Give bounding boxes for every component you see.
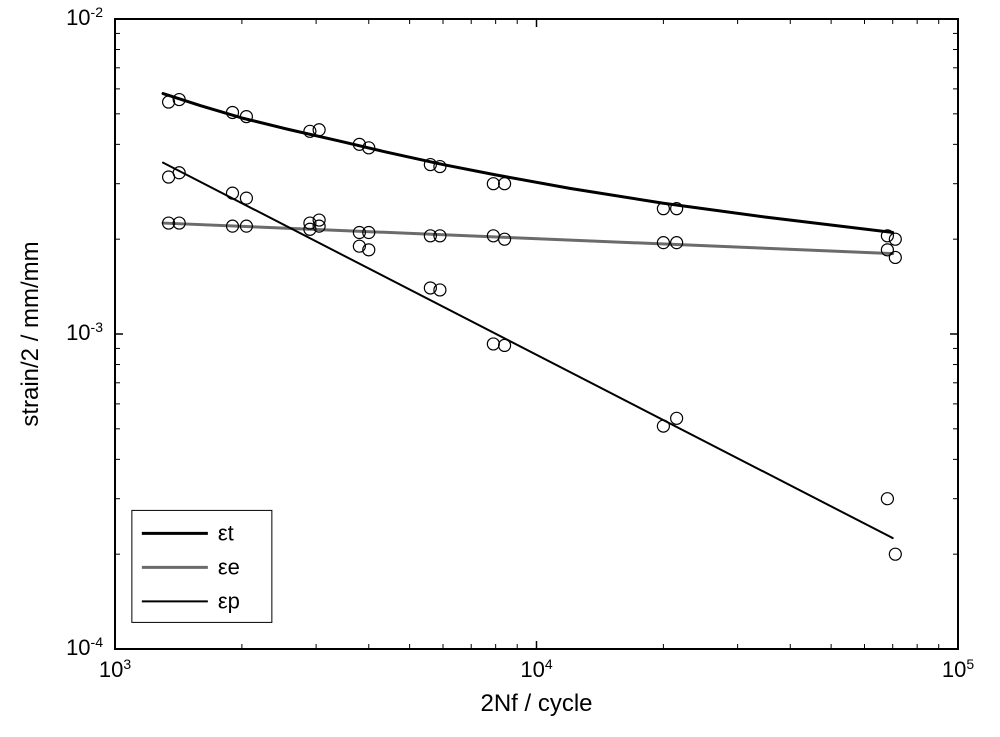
x-axis-label: 2Nf / cycle	[480, 690, 592, 717]
legend-label: εp	[218, 588, 240, 613]
y-axis-label: strain/2 / mm/mm	[17, 241, 44, 426]
chart-container: 1031041052Nf / cycle10-410-310-2strain/2…	[0, 0, 1000, 737]
strain-life-chart: 1031041052Nf / cycle10-410-310-2strain/2…	[0, 0, 1000, 737]
legend-label: εe	[218, 554, 240, 579]
legend-label: εt	[218, 520, 234, 545]
